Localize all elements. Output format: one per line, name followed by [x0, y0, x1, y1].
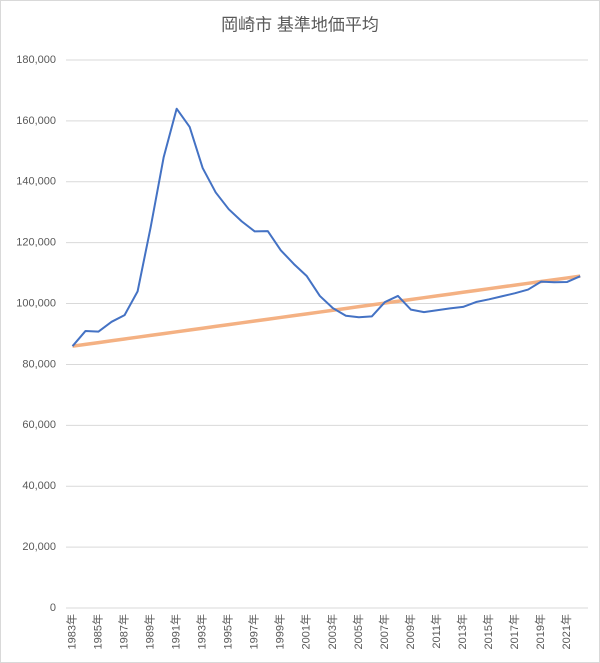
x-tick-label: 2009年: [403, 614, 417, 649]
x-tick-label: 1995年: [221, 614, 235, 649]
x-tick-label: 2003年: [325, 614, 339, 649]
x-tick-label: 2005年: [351, 614, 365, 649]
y-tick-label: 180,000: [16, 54, 56, 66]
y-tick-label: 160,000: [16, 115, 56, 127]
line-series: [72, 274, 581, 348]
y-tick-label: 100,000: [16, 297, 56, 309]
y-tick-label: 120,000: [16, 237, 56, 249]
x-tick-label: 2017年: [507, 614, 521, 649]
x-tick-label: 2011年: [429, 614, 443, 649]
x-tick-label: 1983年: [64, 614, 78, 649]
x-tick-label: 2015年: [481, 614, 495, 649]
x-tick-label: 2019年: [533, 614, 547, 649]
x-tick-label: 1993年: [195, 614, 209, 649]
x-tick-label: 2021年: [559, 614, 573, 649]
x-tick-label: 2007年: [377, 614, 391, 649]
x-tick-label: 2013年: [455, 614, 469, 649]
x-tick-label: 2001年: [299, 614, 313, 649]
line-series: [71, 107, 581, 347]
y-tick-label: 80,000: [22, 358, 56, 370]
y-tick-label: 60,000: [22, 419, 56, 431]
x-tick-label: 1991年: [169, 614, 183, 649]
x-tick-label: 1985年: [90, 614, 104, 649]
x-tick-label: 1989年: [143, 614, 157, 649]
y-tick-label: 40,000: [22, 480, 56, 492]
x-tick-label: 1997年: [247, 614, 261, 649]
y-tick-label: 20,000: [22, 541, 56, 553]
chart-title: 岡崎市 基準地価平均: [221, 15, 379, 34]
y-tick-label: 140,000: [16, 176, 56, 188]
y-tick-label: 0: [50, 602, 56, 614]
x-tick-label: 1999年: [273, 614, 287, 649]
x-tick-label: 1987年: [116, 614, 130, 649]
